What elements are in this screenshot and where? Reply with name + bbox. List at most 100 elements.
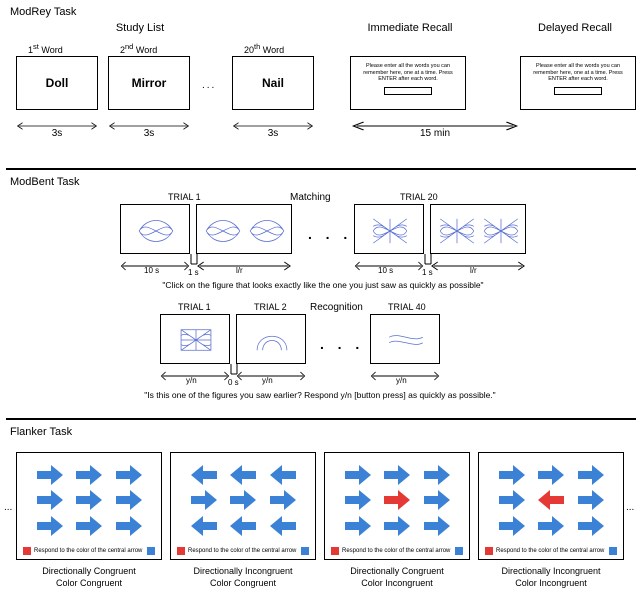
dur-label-2: 3s <box>108 128 190 139</box>
flanker-arrow-icon <box>268 465 299 486</box>
r40-box[interactable] <box>370 314 440 364</box>
center-arrow-icon <box>382 490 413 511</box>
flanker-arrow-icon <box>35 465 66 486</box>
legend-text: Respond to the color of the central arro… <box>342 548 450 554</box>
dur-arrow-1 <box>16 118 98 128</box>
immediate-recall-instr: Please enter all the words you can remem… <box>357 63 459 83</box>
flanker-arrow-icon <box>576 490 607 511</box>
flanker-arrow-icon <box>343 516 374 537</box>
task3-title: Flanker Task <box>10 426 632 438</box>
matching-label: Matching <box>290 192 331 203</box>
center-arrow-icon <box>536 490 567 511</box>
word20-box: Nail <box>232 56 314 110</box>
word1-text: Doll <box>46 76 69 90</box>
legend-text: Respond to the color of the central arro… <box>188 548 296 554</box>
r-trial2-label: TRIAL 2 <box>254 302 287 312</box>
divider-1 <box>6 168 636 170</box>
dur-label-3: 3s <box>232 128 314 139</box>
r40-fig <box>386 326 426 354</box>
flanker-box-3: Respond to the color of the central arro… <box>324 452 470 560</box>
flanker-arrow-icon <box>74 465 105 486</box>
flanker-legend: Respond to the color of the central arro… <box>485 547 617 555</box>
flanker-cap2-1: Color Congruent <box>16 578 162 588</box>
flanker-arrow-icon <box>228 516 259 537</box>
arrow-grid-3 <box>343 465 453 537</box>
m20-pair-box[interactable] <box>430 204 526 254</box>
blue-square-icon <box>455 547 463 555</box>
red-square-icon <box>177 547 185 555</box>
immediate-recall-label: Immediate Recall <box>350 22 470 34</box>
center-arrow-icon <box>228 490 259 511</box>
r-ellipsis: . . . <box>320 336 361 352</box>
recognition-quote: "Is this one of the figures you saw earl… <box>110 390 530 400</box>
flanker-arrow-icon <box>497 465 528 486</box>
flanker-arrow-icon <box>268 516 299 537</box>
flanker-arrow-icon <box>228 465 259 486</box>
flanker-arrow-icon <box>576 516 607 537</box>
blue-square-icon <box>147 547 155 555</box>
flanker-arrow-icon <box>382 465 413 486</box>
delayed-recall-label: Delayed Recall <box>520 22 630 34</box>
flanker-arrow-icon <box>114 465 145 486</box>
flanker-arrow-icon <box>114 516 145 537</box>
m1-pair-box[interactable] <box>196 204 292 254</box>
flanker-legend: Respond to the color of the central arro… <box>177 547 309 555</box>
delayed-recall-instr: Please enter all the words you can remem… <box>527 63 629 83</box>
delayed-recall-field[interactable] <box>554 87 602 95</box>
m20-single-fig <box>370 217 410 245</box>
m-trial1-label: TRIAL 1 <box>168 192 201 202</box>
dur-arrow-2 <box>108 118 190 128</box>
word2-ordinal: 2nd Word <box>120 42 157 55</box>
m20-right-resp: l/r <box>470 266 477 275</box>
r40-resp: y/n <box>396 376 407 385</box>
m1-right-resp: l/r <box>236 266 243 275</box>
r1-resp: y/n <box>186 376 197 385</box>
flanker-legend: Respond to the color of the central arro… <box>23 547 155 555</box>
r2-box[interactable] <box>236 314 306 364</box>
center-arrow-icon <box>74 490 105 511</box>
immediate-recall-box: Please enter all the words you can remem… <box>350 56 466 110</box>
r2-resp: y/n <box>262 376 273 385</box>
flanker-arrow-icon <box>114 490 145 511</box>
r2-fig <box>252 326 292 354</box>
dur-arrow-3 <box>232 118 314 128</box>
m20-single-box <box>354 204 424 254</box>
m1-left-dur: 10 s <box>144 266 159 275</box>
flanker-arrow-icon <box>189 465 220 486</box>
flanker-arrow-icon <box>35 516 66 537</box>
r1-box[interactable] <box>160 314 230 364</box>
red-square-icon <box>331 547 339 555</box>
flanker-legend: Respond to the color of the central arro… <box>331 547 463 555</box>
word1-ordinal: 1st Word <box>28 42 63 55</box>
m20-left-dur: 10 s <box>378 266 393 275</box>
delay-label: 15 min <box>350 128 520 139</box>
flanker-arrow-icon <box>35 490 66 511</box>
legend-text: Respond to the color of the central arro… <box>496 548 604 554</box>
matching-quote: "Click on the figure that looks exactly … <box>120 280 526 290</box>
arrow-grid-2 <box>189 465 299 537</box>
m1-single-box <box>120 204 190 254</box>
flanker-cap1-1: Directionally Congruent <box>16 566 162 576</box>
flanker-arrow-icon <box>497 516 528 537</box>
word20-ordinal: 20th Word <box>244 42 284 55</box>
delay-arrow <box>350 118 520 128</box>
flanker-arrow-icon <box>189 490 220 511</box>
page: ModRey Task Study List Immediate Recall … <box>0 0 642 581</box>
immediate-recall-field[interactable] <box>384 87 432 95</box>
m1-pair-b <box>247 217 287 245</box>
m-ellipsis: . . . <box>308 226 349 242</box>
flanker-cap1-3: Directionally Congruent <box>324 566 470 576</box>
red-square-icon <box>485 547 493 555</box>
word20-text: Nail <box>262 76 284 90</box>
flanker-arrow-icon <box>422 516 453 537</box>
flanker-arrow-icon <box>268 490 299 511</box>
flanker-arrow-icon <box>536 516 567 537</box>
m20-pair-b <box>481 217 521 245</box>
flanker-arrow-icon <box>74 516 105 537</box>
word2-text: Mirror <box>132 76 167 90</box>
m1-right-arrow <box>196 258 292 268</box>
left-ellipsis: ... <box>4 502 12 513</box>
right-ellipsis: ... <box>626 502 634 513</box>
flanker-cap2-2: Color Congruent <box>170 578 316 588</box>
recognition-label: Recognition <box>310 302 363 313</box>
